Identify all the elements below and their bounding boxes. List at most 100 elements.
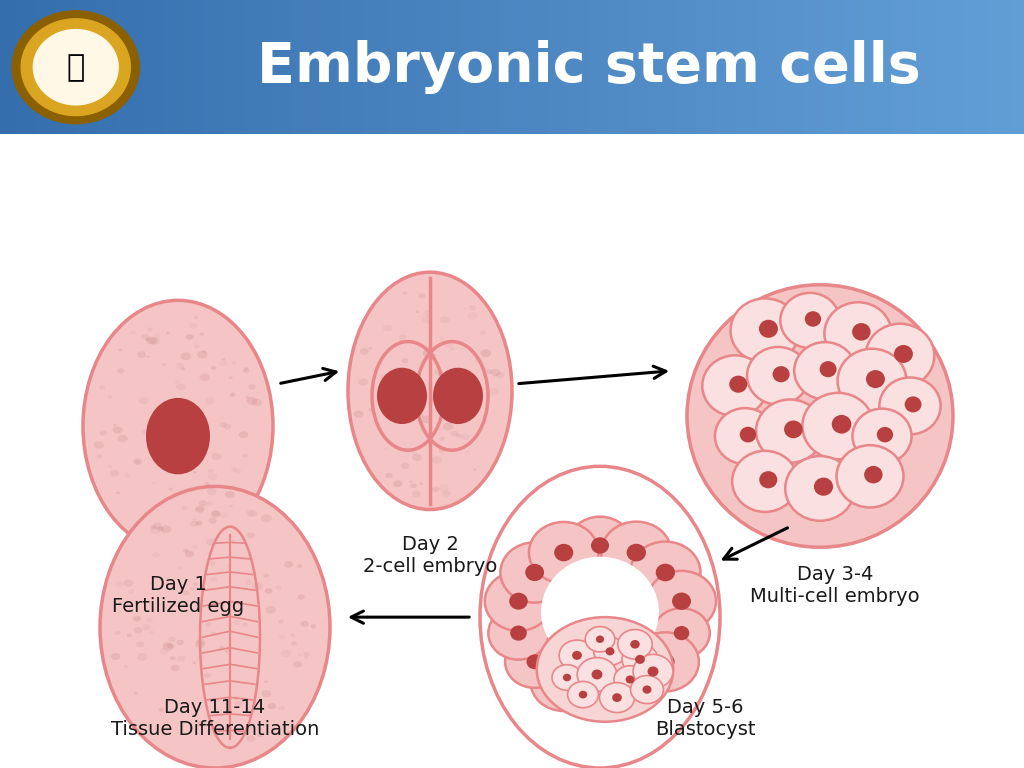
Ellipse shape — [477, 387, 484, 392]
Bar — [77, 0, 82, 134]
Ellipse shape — [231, 467, 238, 472]
Ellipse shape — [298, 654, 301, 657]
Ellipse shape — [438, 484, 450, 492]
Bar — [645, 0, 650, 134]
Ellipse shape — [222, 358, 225, 361]
Ellipse shape — [622, 644, 658, 675]
Bar — [123, 0, 128, 134]
Ellipse shape — [233, 468, 241, 474]
Ellipse shape — [304, 656, 308, 659]
Bar — [87, 0, 92, 134]
Ellipse shape — [245, 580, 252, 585]
Ellipse shape — [263, 574, 269, 578]
Ellipse shape — [393, 480, 402, 487]
Ellipse shape — [395, 367, 399, 370]
Bar — [369, 0, 374, 134]
Ellipse shape — [205, 622, 212, 627]
Ellipse shape — [182, 465, 190, 472]
Bar — [1009, 0, 1014, 134]
Ellipse shape — [617, 630, 652, 659]
Ellipse shape — [433, 368, 483, 424]
Ellipse shape — [133, 458, 142, 465]
Bar — [399, 0, 404, 134]
Ellipse shape — [111, 653, 121, 660]
Ellipse shape — [212, 600, 218, 604]
Ellipse shape — [293, 661, 302, 667]
Ellipse shape — [175, 423, 184, 430]
Bar — [712, 0, 717, 134]
Ellipse shape — [674, 626, 689, 641]
Bar — [814, 0, 819, 134]
Ellipse shape — [567, 517, 633, 574]
Bar — [676, 0, 681, 134]
Bar — [783, 0, 788, 134]
Ellipse shape — [204, 482, 209, 486]
Ellipse shape — [702, 356, 768, 416]
Bar — [46, 0, 51, 134]
Bar — [983, 0, 988, 134]
Ellipse shape — [208, 468, 214, 473]
Ellipse shape — [157, 449, 165, 455]
Ellipse shape — [653, 608, 710, 658]
Ellipse shape — [300, 621, 309, 627]
Ellipse shape — [156, 455, 163, 460]
Bar — [553, 0, 558, 134]
Ellipse shape — [170, 433, 175, 438]
Bar — [276, 0, 282, 134]
Ellipse shape — [212, 511, 219, 516]
Ellipse shape — [802, 393, 873, 459]
Ellipse shape — [113, 426, 123, 434]
Ellipse shape — [838, 349, 906, 413]
Ellipse shape — [633, 654, 673, 688]
Bar — [737, 0, 742, 134]
Ellipse shape — [413, 452, 418, 456]
Ellipse shape — [412, 409, 418, 414]
Ellipse shape — [880, 377, 941, 435]
Bar — [594, 0, 599, 134]
Ellipse shape — [181, 367, 185, 370]
Ellipse shape — [194, 471, 197, 473]
Bar — [205, 0, 210, 134]
Ellipse shape — [229, 505, 232, 507]
Bar — [317, 0, 323, 134]
Bar — [840, 0, 845, 134]
Bar — [20, 0, 26, 134]
Ellipse shape — [439, 436, 444, 441]
Ellipse shape — [423, 349, 433, 357]
Ellipse shape — [153, 482, 156, 485]
Bar — [932, 0, 937, 134]
Ellipse shape — [567, 681, 598, 708]
Ellipse shape — [814, 478, 834, 496]
Bar — [686, 0, 691, 134]
Ellipse shape — [196, 506, 204, 513]
Bar — [968, 0, 973, 134]
Ellipse shape — [247, 532, 255, 538]
Bar — [230, 0, 236, 134]
Text: Day 3-4
Multi-cell embryo: Day 3-4 Multi-cell embryo — [751, 564, 920, 606]
Ellipse shape — [208, 473, 217, 480]
Ellipse shape — [230, 392, 236, 396]
Ellipse shape — [894, 345, 912, 363]
Ellipse shape — [824, 303, 892, 365]
Ellipse shape — [197, 721, 206, 727]
Ellipse shape — [133, 627, 142, 634]
Ellipse shape — [578, 657, 616, 691]
Ellipse shape — [154, 452, 161, 456]
Ellipse shape — [530, 653, 597, 711]
Ellipse shape — [398, 334, 407, 340]
Ellipse shape — [200, 373, 210, 381]
Bar — [97, 0, 102, 134]
Ellipse shape — [142, 624, 151, 631]
Bar — [758, 0, 763, 134]
Bar — [671, 0, 676, 134]
Ellipse shape — [605, 654, 668, 709]
Bar — [799, 0, 804, 134]
Bar — [348, 0, 353, 134]
Ellipse shape — [135, 460, 140, 464]
Bar — [92, 0, 97, 134]
Ellipse shape — [168, 637, 175, 642]
Polygon shape — [22, 19, 130, 115]
Bar — [440, 0, 445, 134]
Ellipse shape — [484, 571, 552, 631]
Bar — [696, 0, 701, 134]
